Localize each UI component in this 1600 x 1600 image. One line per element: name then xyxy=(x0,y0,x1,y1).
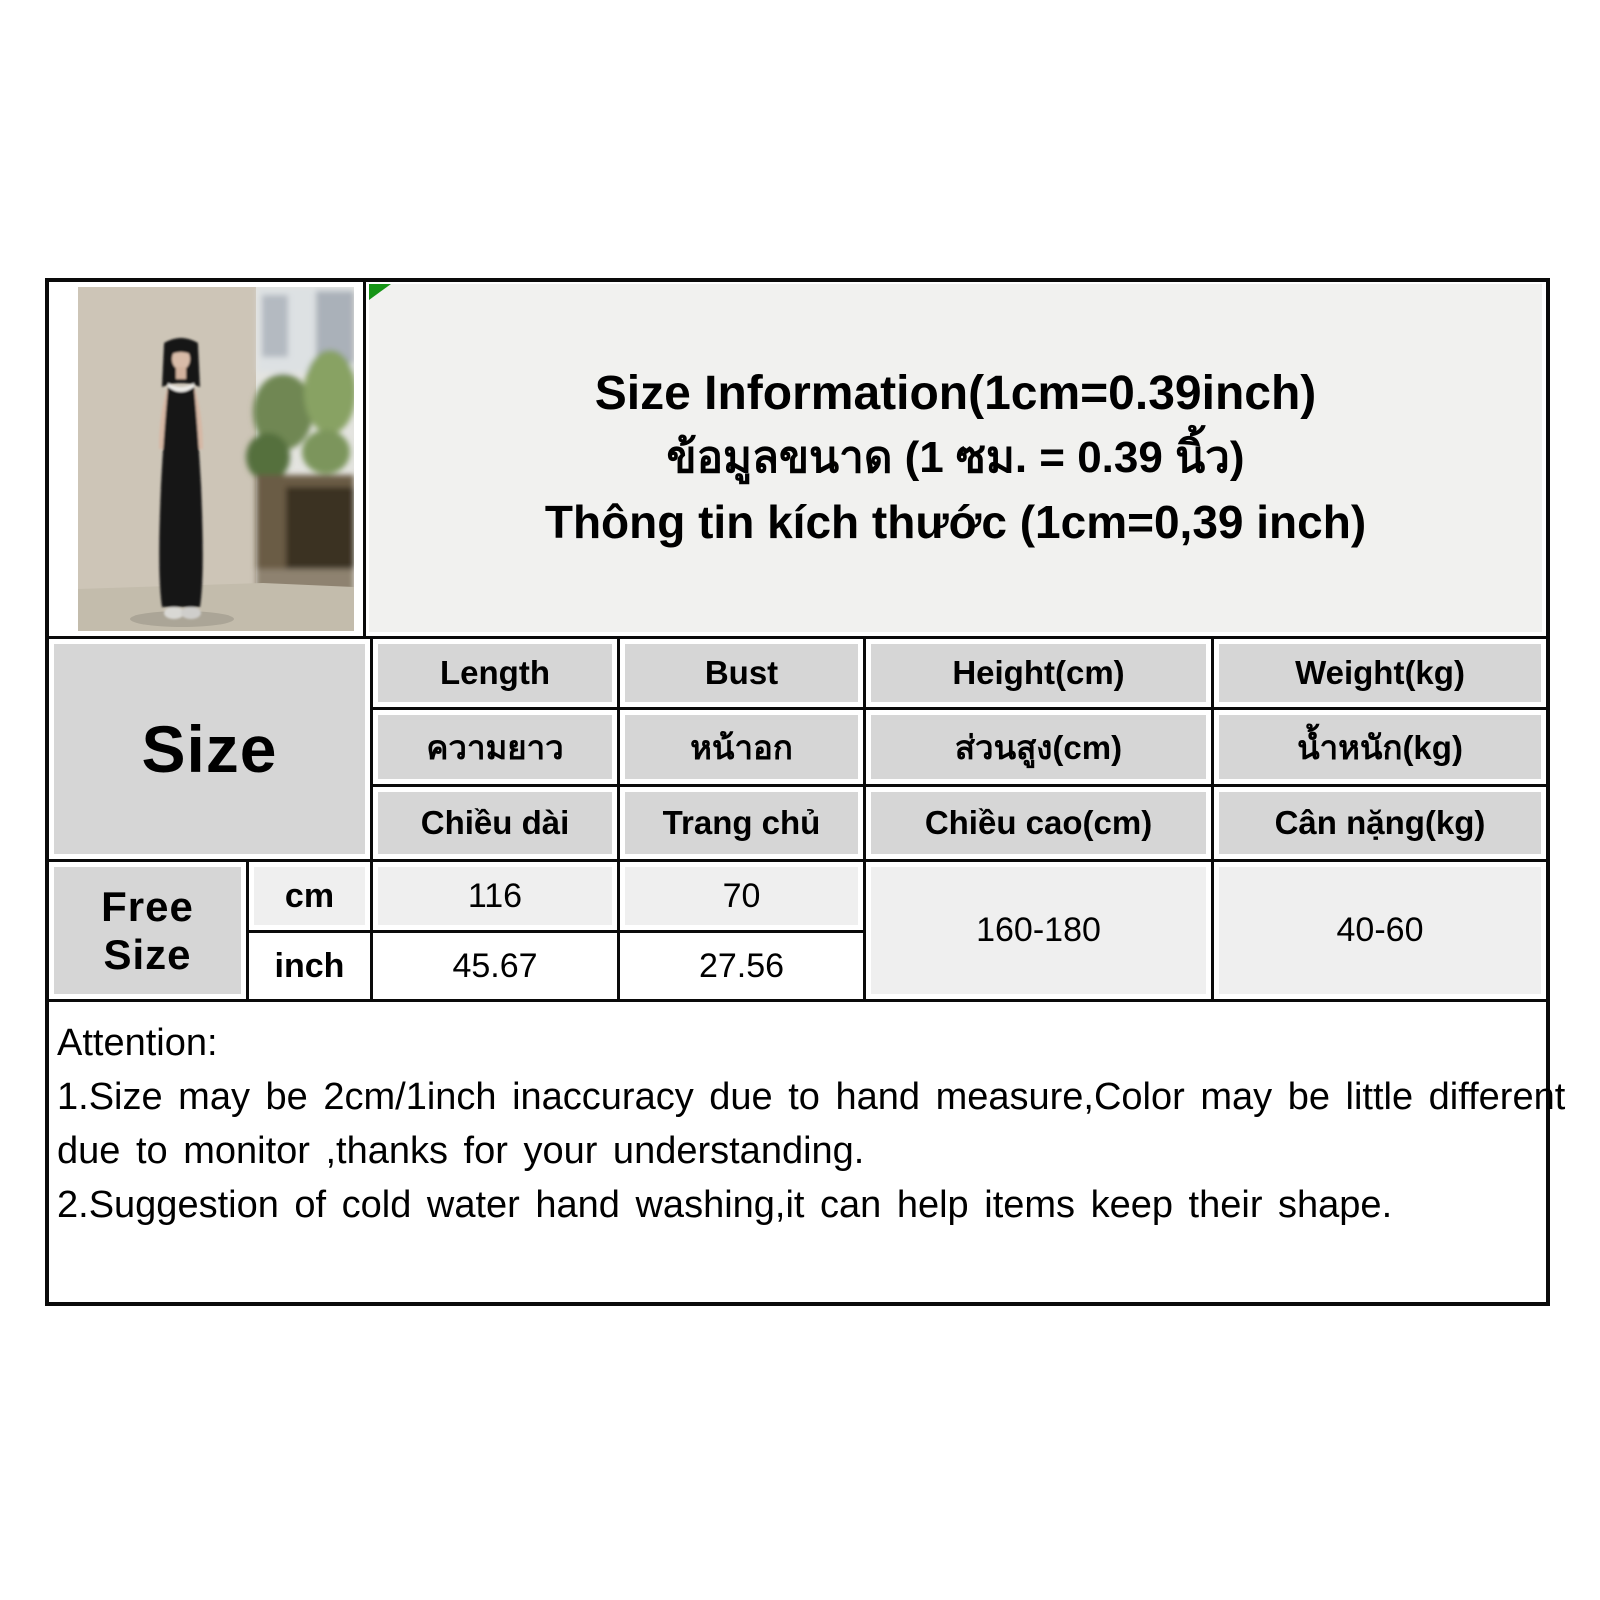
attention-note-1: 1.Size may be 2cm/1inch inaccuracy due t… xyxy=(57,1076,1566,1118)
col-header-bust-vi: Trang chủ xyxy=(620,787,863,859)
size-chart-panel: Size Information(1cm=0.39inch) ข้อมูลขนา… xyxy=(45,278,1566,1306)
col-header-length-en: Length xyxy=(373,639,617,707)
photo-cell xyxy=(49,282,363,636)
photo-title-divider xyxy=(363,282,366,636)
attention-note-1b: due to monitor ,thanks for your understa… xyxy=(57,1130,865,1172)
col-header-weight-en: Weight(kg) xyxy=(1214,639,1546,707)
unit-label-cm: cm xyxy=(249,862,370,930)
col-header-length-th: ความยาว xyxy=(373,710,617,784)
col-header-height-en: Height(cm) xyxy=(866,639,1211,707)
size-info-title-en: Size Information(1cm=0.39inch) xyxy=(594,367,1317,420)
value-length-inch: 45.67 xyxy=(373,933,617,999)
divider-line xyxy=(49,999,1546,1002)
top-row: Size Information(1cm=0.39inch) ข้อมูลขนา… xyxy=(49,282,1546,636)
product-photo xyxy=(78,287,354,631)
title-cell: Size Information(1cm=0.39inch) ข้อมูลขนา… xyxy=(366,282,1546,636)
size-header-cell: Size xyxy=(49,639,370,859)
attention-heading: Attention: xyxy=(57,1022,218,1064)
col-header-bust-th: หน้าอก xyxy=(620,710,863,784)
col-header-height-th: ส่วนสูง(cm) xyxy=(866,710,1211,784)
size-info-title-th: ข้อมูลขนาด (1 ซม. = 0.39 นิ้ว) xyxy=(666,433,1245,482)
value-weight-range: 40-60 xyxy=(1214,862,1546,999)
row-label-free-size: Free Size xyxy=(49,862,246,999)
col-header-height-vi: Chiều cao(cm) xyxy=(866,787,1211,859)
col-header-weight-vi: Cân nặng(kg) xyxy=(1214,787,1546,859)
title-block: Size Information(1cm=0.39inch) ข้อมูลขนา… xyxy=(369,284,1542,632)
col-header-bust-en: Bust xyxy=(620,639,863,707)
size-label: Size xyxy=(141,712,278,786)
value-bust-inch: 27.56 xyxy=(620,933,863,999)
corner-marker-triangle xyxy=(369,284,391,300)
value-height-range: 160-180 xyxy=(866,862,1211,999)
value-length-cm: 116 xyxy=(373,862,617,930)
col-header-length-vi: Chiều dài xyxy=(373,787,617,859)
col-header-weight-th: น้ำหนัก(kg) xyxy=(1214,710,1546,784)
unit-label-inch: inch xyxy=(249,933,370,999)
attention-note-2: 2.Suggestion of cold water hand washing,… xyxy=(57,1184,1393,1226)
attention-section: Attention: 1.Size may be 2cm/1inch inacc… xyxy=(49,1002,1566,1302)
size-info-title-vi: Thông tin kích thước (1cm=0,39 inch) xyxy=(544,496,1367,548)
value-bust-cm: 70 xyxy=(620,862,863,930)
size-table: Size Length Bust Height(cm) Weight(kg) ค… xyxy=(49,639,1546,999)
divider-line xyxy=(49,636,1546,639)
